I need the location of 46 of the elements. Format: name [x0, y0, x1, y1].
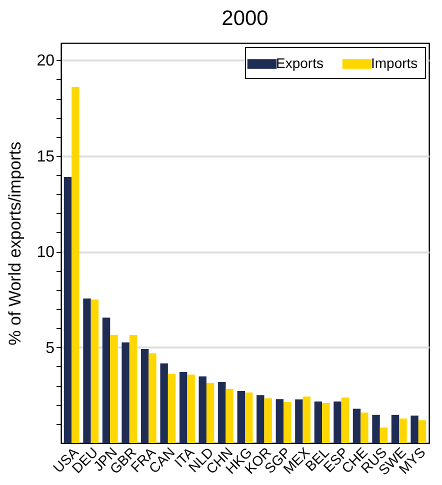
bar — [302, 396, 311, 443]
bar — [187, 374, 195, 443]
y-tick-label: 10 — [36, 244, 55, 262]
bar — [399, 418, 407, 443]
bar — [284, 402, 292, 443]
bar — [168, 374, 176, 443]
bar — [102, 318, 110, 443]
bar — [322, 403, 330, 443]
bar — [64, 176, 72, 443]
bar — [352, 408, 361, 443]
bar — [206, 382, 214, 443]
bar — [110, 334, 118, 443]
bar — [276, 399, 284, 443]
bar — [418, 420, 426, 443]
bar — [360, 412, 368, 443]
y-tick-label: 15 — [36, 148, 55, 166]
legend-label: Exports — [276, 55, 324, 71]
bar — [237, 390, 245, 443]
bar — [264, 398, 272, 443]
bar — [148, 353, 156, 443]
bar — [83, 298, 91, 443]
y-axis-title: % of World exports/imports — [6, 142, 25, 346]
bar — [410, 416, 418, 443]
y-tick-label: 20 — [36, 52, 55, 70]
chart-title: 2000 — [222, 7, 268, 30]
bar — [72, 87, 80, 443]
bar — [218, 382, 226, 443]
legend-label: Imports — [371, 55, 418, 71]
bar — [334, 401, 342, 443]
bar — [129, 335, 138, 443]
bar — [245, 392, 253, 443]
bar — [372, 414, 380, 443]
bar — [179, 372, 188, 443]
bar — [226, 388, 234, 443]
bar — [341, 397, 350, 443]
bar — [314, 401, 322, 443]
bar — [160, 363, 168, 443]
bar — [295, 399, 303, 443]
bar — [90, 299, 99, 443]
bar — [122, 342, 130, 443]
bar — [391, 414, 400, 443]
bar — [256, 395, 264, 443]
bar — [198, 376, 206, 443]
bar — [140, 349, 149, 443]
bar — [380, 428, 388, 443]
y-tick-label: 5 — [46, 340, 55, 357]
